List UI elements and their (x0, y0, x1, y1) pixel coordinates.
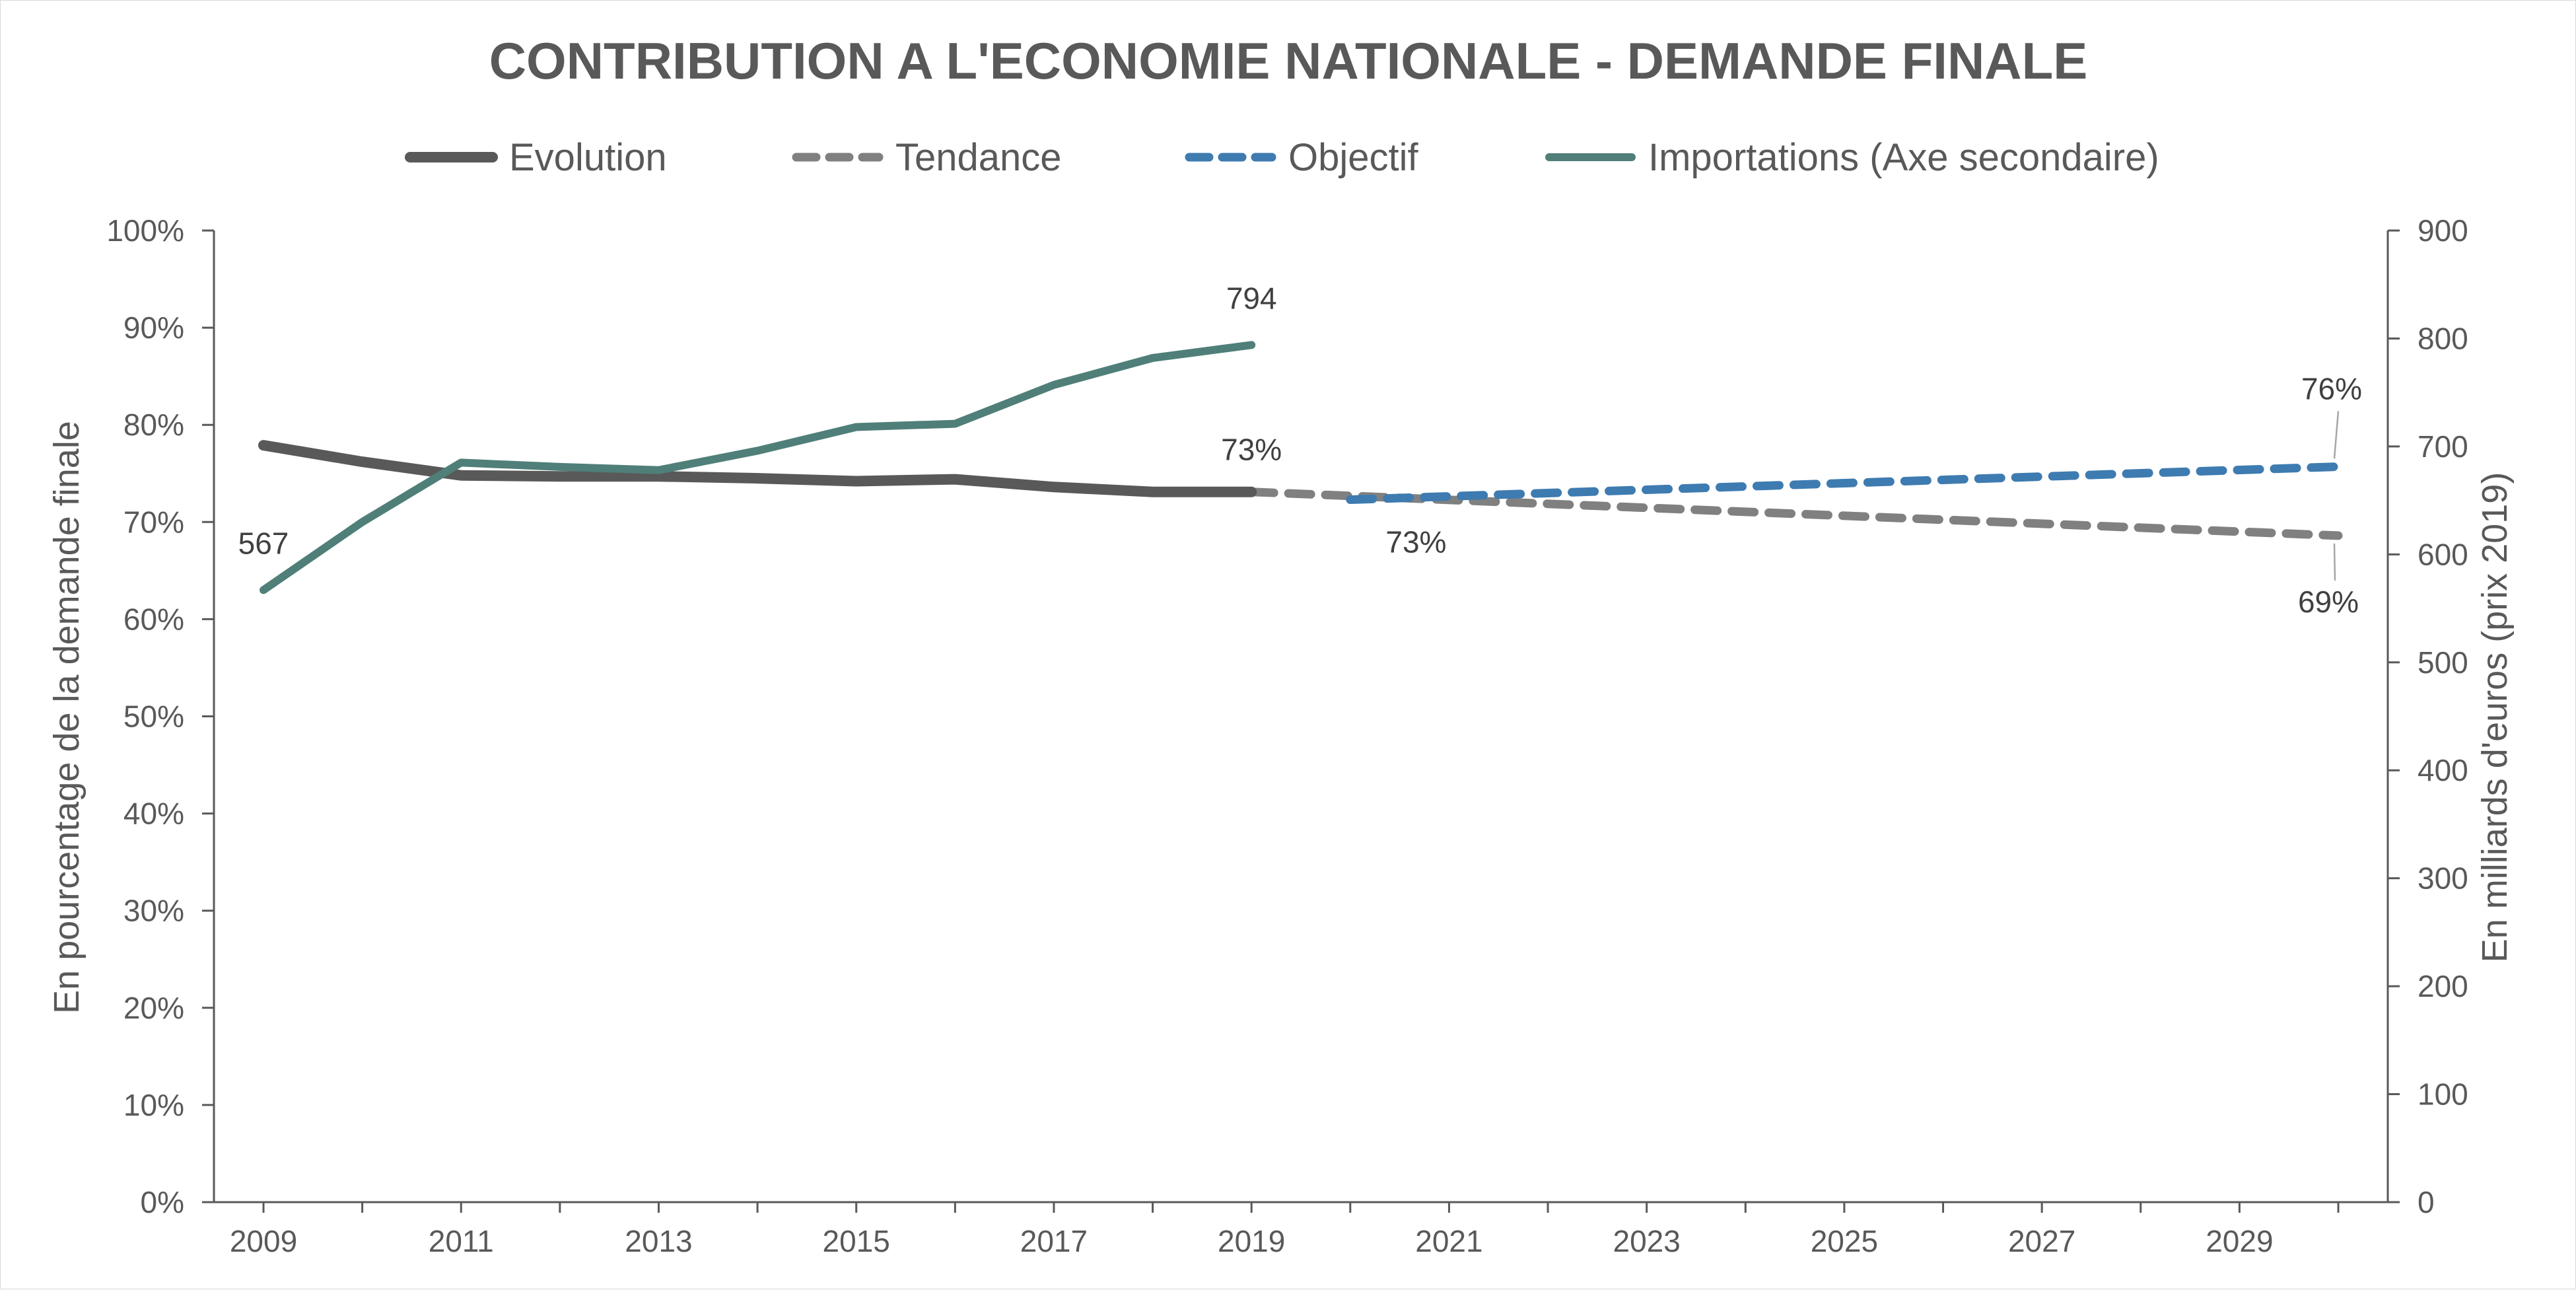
y-left-tick-label: 80% (123, 408, 184, 442)
axes: 0% 10% 20% 30% 40% 50% 60% 70% 80% 90% 100% 0 100 200… (106, 213, 2468, 1258)
y-left-tick-label: 10% (123, 1088, 184, 1122)
data-label: 794 (1226, 281, 1277, 315)
x-tick-label: 2015 (823, 1224, 890, 1258)
x-tick-label: 2013 (625, 1224, 692, 1258)
y-left-tick-label: 100% (106, 213, 184, 248)
data-labels: 567 794 73% 73% 76% 69% (238, 281, 2362, 619)
data-label: 567 (238, 526, 289, 560)
x-tick-label: 2021 (1415, 1224, 1482, 1258)
y-right-tick-label: 500 (2418, 645, 2468, 680)
y-right-tick-label: 900 (2418, 213, 2468, 248)
y-right-tick-label: 200 (2418, 969, 2468, 1003)
legend-label-objectif: Objectif (1288, 136, 1419, 179)
y-right-tick-label: 600 (2418, 537, 2468, 571)
y-left-tick-label: 50% (123, 699, 184, 734)
y-left-tick-label: 30% (123, 894, 184, 928)
data-label: 73% (1221, 433, 1282, 467)
y-left-tick-label: 60% (123, 602, 184, 636)
x-tick-label: 2017 (1020, 1224, 1088, 1258)
y-right-tick-label: 300 (2418, 861, 2468, 896)
y-axis-left-title: En pourcentage de la demande finale (47, 421, 87, 1014)
x-tick-label: 2009 (230, 1224, 297, 1258)
y-left-tick-label: 0% (141, 1185, 184, 1219)
x-tick-label: 2025 (1811, 1224, 1878, 1258)
series-line-importations (260, 341, 1256, 594)
x-tick-label: 2011 (429, 1224, 494, 1258)
legend-label-evolution: Evolution (509, 136, 667, 179)
y-right-tick-label: 800 (2418, 321, 2468, 355)
y-right-tick-label: 0 (2418, 1185, 2435, 1219)
x-tick-label: 2019 (1218, 1224, 1285, 1258)
y-left-tick-label: 40% (123, 797, 184, 831)
data-label-leader (2333, 411, 2340, 459)
data-label: 76% (2301, 371, 2362, 406)
x-tick-label: 2023 (1613, 1224, 1680, 1258)
data-label-leader (2333, 543, 2336, 581)
series-layer (258, 341, 2343, 594)
y-left-tick-label: 20% (123, 991, 184, 1025)
y-axis-right-title: En milliards d'euros (prix 2019) (2475, 472, 2515, 963)
x-tick-label: 2029 (2206, 1224, 2273, 1258)
series-line-evolution (258, 440, 1257, 497)
y-right-tick-label: 700 (2418, 429, 2468, 464)
data-label: 73% (1385, 525, 1446, 559)
y-right-tick-label: 400 (2418, 753, 2468, 787)
data-label: 69% (2298, 585, 2359, 619)
y-right-tick-label: 100 (2418, 1077, 2468, 1112)
y-left-tick-label: 70% (123, 505, 184, 539)
legend-label-importations: Importations (Axe secondaire) (1648, 136, 2159, 179)
chart-title: CONTRIBUTION A L'ECONOMIE NATIONALE - DE… (489, 32, 2088, 90)
legend: Evolution Tendance Objectif Importations (A… (405, 136, 2159, 179)
y-left-tick-label: 90% (123, 310, 184, 345)
series-line-objectif (1346, 462, 2343, 504)
x-tick-label: 2027 (2008, 1224, 2075, 1258)
legend-label-tendance: Tendance (895, 136, 1062, 179)
